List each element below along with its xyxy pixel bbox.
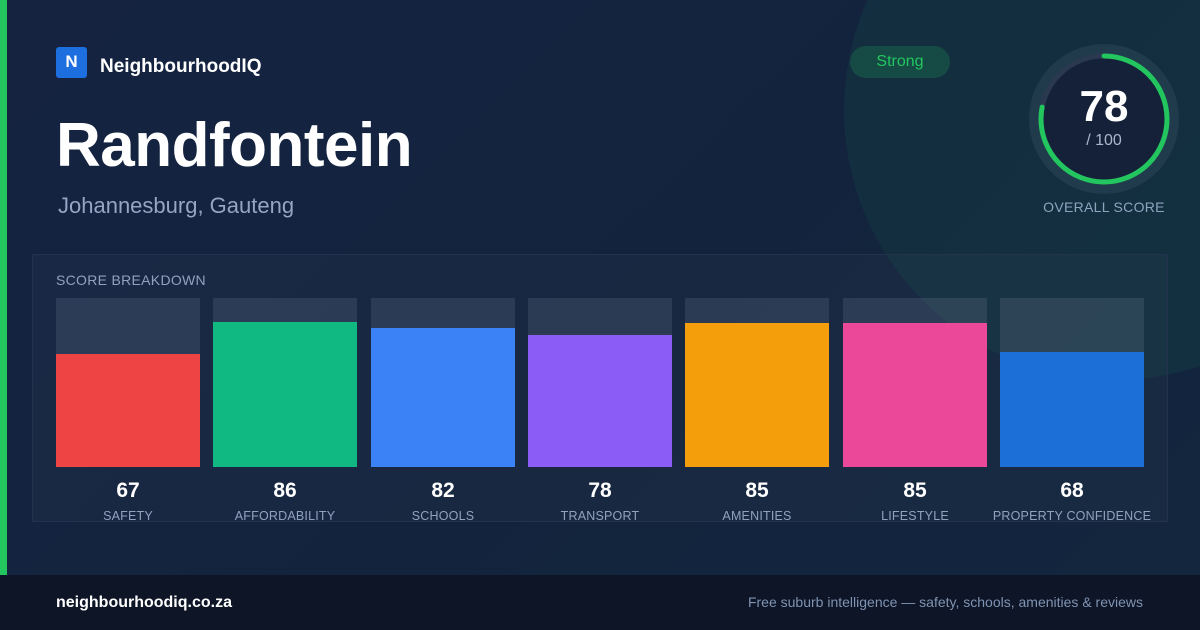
bar-track [56, 298, 200, 467]
overall-score-ring-progress [1038, 53, 1170, 185]
bar-value: 85 [745, 479, 769, 502]
bar-label: PROPERTY CONFIDENCE [992, 509, 1152, 523]
bar-value: 85 [903, 479, 927, 502]
bar-label: TRANSPORT [560, 509, 640, 523]
bar-fill [371, 328, 515, 467]
bar-fill [843, 323, 987, 467]
bar-fill [528, 335, 672, 467]
bar-value: 86 [273, 479, 297, 502]
score-bar-lifestyle: 85 LIFESTYLE [843, 298, 987, 523]
bar-track [843, 298, 987, 467]
brand-logo-icon: N [56, 46, 87, 78]
score-bar-amenities: 85 AMENITIES [685, 298, 829, 523]
bar-label: AFFORDABILITY [234, 509, 336, 523]
og-card: N NeighbourhoodIQ Randfontein Johannesbu… [0, 0, 1200, 575]
suburb-title: Randfontein [56, 111, 413, 180]
suburb-location: Johannesburg, Gauteng [58, 193, 295, 218]
footer: neighbourhoodiq.co.za Free suburb intell… [0, 575, 1200, 630]
bar-fill [1000, 352, 1144, 467]
bar-track [371, 298, 515, 467]
bar-track [213, 298, 357, 467]
bar-track [1000, 298, 1144, 467]
score-bar-property-confidence: 68 PROPERTY CONFIDENCE [993, 298, 1151, 523]
overall-score-ring [1029, 44, 1179, 194]
bar-fill [685, 323, 829, 467]
bar-fill [56, 354, 200, 467]
footer-tagline: Free suburb intelligence — safety, schoo… [747, 594, 1143, 610]
overall-score-value: 78 [1079, 82, 1129, 131]
rating-badge: Strong [850, 46, 950, 78]
bar-label: SCHOOLS [411, 509, 475, 523]
score-bar-transport: 78 TRANSPORT [528, 298, 672, 523]
score-bar-schools: 82 SCHOOLS [371, 298, 515, 523]
bar-track [528, 298, 672, 467]
bar-fill [213, 322, 357, 467]
bar-value: 82 [431, 479, 455, 502]
score-bar-affordability: 86 AFFORDABILITY [213, 298, 357, 523]
brand: N NeighbourhoodIQ [56, 46, 261, 78]
bar-value: 67 [116, 479, 140, 502]
bar-value: 78 [588, 479, 612, 502]
score-bar-safety: 67 SAFETY [56, 298, 200, 523]
bar-label: SAFETY [103, 509, 153, 523]
brand-name: NeighbourhoodIQ [100, 56, 262, 77]
score-breakdown-title: SCORE BREAKDOWN [56, 272, 206, 288]
overall-score-label: OVERALL SCORE [1043, 199, 1165, 215]
footer-url: neighbourhoodiq.co.za [56, 594, 232, 611]
bar-label: AMENITIES [722, 509, 792, 523]
bar-label: LIFESTYLE [881, 509, 949, 523]
score-breakdown-panel: SCORE BREAKDOWN 67 SAFETY 86 AFFORDABILITY 8… [32, 254, 1168, 523]
bar-track [685, 298, 829, 467]
overall-score-max: / 100 [1086, 132, 1122, 149]
accent-bar [0, 0, 7, 575]
bar-value: 68 [1060, 479, 1084, 502]
